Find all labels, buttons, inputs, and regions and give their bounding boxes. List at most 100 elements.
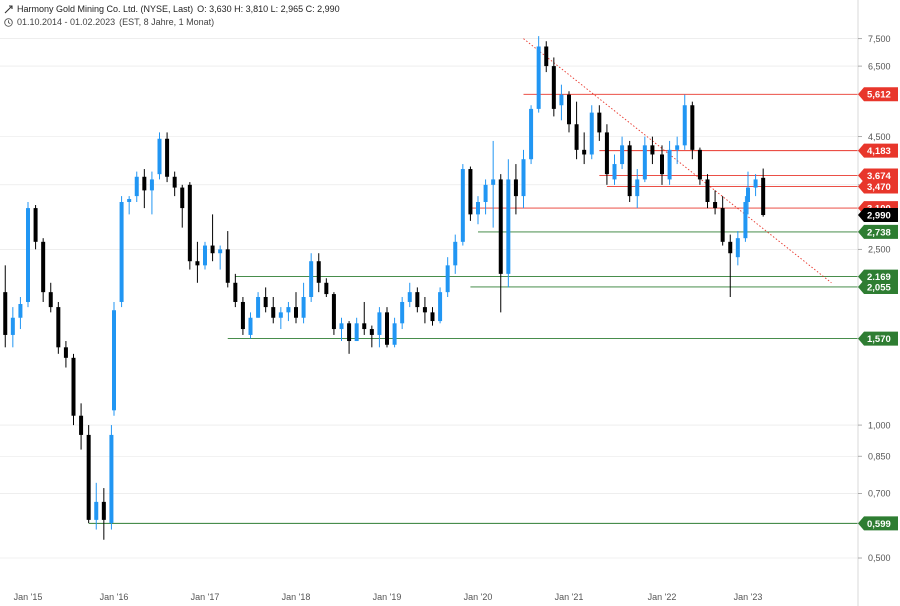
level-tag-bg (858, 143, 898, 158)
candle-body (195, 261, 200, 266)
candle-body (415, 292, 420, 308)
candle-body (720, 208, 725, 242)
candle-body (690, 105, 695, 150)
candle-body (210, 245, 215, 254)
candle-body (660, 154, 664, 175)
y-tick-label: 0,500 (868, 553, 891, 563)
candle-body (377, 312, 382, 335)
level-tag-label: 2,169 (867, 272, 891, 283)
chart-header: Harmony Gold Mining Co. Ltd. (NYSE, Last… (4, 4, 340, 14)
candle-body (761, 177, 766, 216)
candle-body (551, 66, 556, 109)
level-tag-bg (858, 179, 898, 194)
level-tag-bg (858, 279, 898, 294)
x-tick-label: Jan '22 (648, 592, 677, 602)
candle-body (18, 304, 23, 318)
candle-body (127, 199, 132, 203)
candle-body (3, 292, 8, 335)
current-price-tag-label: 2,990 (867, 210, 891, 221)
candle-body (71, 357, 76, 416)
candle-body (682, 105, 687, 146)
candle-body (642, 145, 647, 180)
level-tag-bg (858, 331, 898, 346)
candle-body (225, 249, 230, 283)
x-tick-label: Jan '19 (373, 592, 402, 602)
candle-body (385, 312, 389, 345)
candle-body (41, 241, 46, 293)
candle-body (286, 307, 291, 313)
y-tick-label: 7,500 (868, 34, 891, 44)
current-price-tag-bg (858, 208, 898, 223)
candle-body (109, 434, 114, 524)
level-tag-bg (858, 168, 898, 183)
level-tag-label: 0,599 (867, 519, 891, 530)
candle-body (735, 238, 740, 258)
candle-body (506, 179, 511, 274)
clock-icon (4, 17, 13, 27)
candle-body (218, 249, 223, 254)
candle-body (316, 261, 321, 283)
candle-body (460, 169, 465, 242)
candle-body (180, 187, 185, 209)
level-tag-bg (858, 516, 898, 531)
candle-body (400, 301, 405, 324)
candle-body (362, 323, 367, 330)
candle-body (430, 312, 435, 322)
candle-body (79, 415, 84, 435)
candle-body (26, 208, 30, 302)
candle-body (705, 179, 710, 203)
x-tick-label: Jan '16 (100, 592, 129, 602)
candle-body (713, 202, 718, 209)
level-tag-label: 3,470 (867, 182, 891, 193)
chart-settings-icon[interactable] (4, 4, 13, 14)
candle-body (521, 159, 526, 197)
candle-body (134, 176, 139, 197)
level-tag-label: 4,183 (867, 146, 891, 157)
candle-body (172, 176, 177, 188)
candle-body (119, 202, 124, 302)
candle-body (667, 149, 672, 180)
x-tick-label: Jan '20 (464, 592, 493, 602)
candle-body (33, 208, 38, 242)
candle-body (56, 307, 61, 348)
candle-body (650, 145, 655, 155)
candle-body (263, 296, 268, 308)
candle-body (324, 282, 329, 295)
y-tick-label: 6,500 (868, 61, 891, 71)
candle-body (271, 307, 276, 318)
candle-body (248, 317, 253, 335)
level-layer (88, 93, 858, 524)
candle-body (445, 265, 450, 293)
candle-body (529, 108, 534, 160)
candle-body (476, 202, 480, 215)
candle-body (309, 261, 314, 297)
candle-body (438, 292, 443, 322)
candle-body (347, 323, 352, 342)
candle-body (369, 329, 374, 335)
candle-body (112, 310, 116, 411)
candle-body (746, 187, 750, 203)
x-tick-label: Jan '18 (282, 592, 311, 602)
candle-body (331, 294, 336, 330)
candle-body (574, 124, 579, 150)
chart-title: Harmony Gold Mining Co. Ltd. (NYSE, Last… (17, 4, 194, 14)
level-tag-label: 2,055 (867, 282, 891, 293)
candle-body (187, 184, 192, 262)
candle-body (491, 179, 496, 185)
candle-body (589, 112, 594, 155)
y-tick-label: 0,850 (868, 451, 891, 461)
candle-body (63, 347, 68, 358)
candle-body (468, 169, 473, 215)
candle-body (157, 138, 162, 175)
candle-body (48, 292, 53, 308)
candle-body (728, 241, 733, 254)
candle-body (675, 145, 680, 150)
candle-body (498, 179, 503, 274)
candle-body (536, 46, 541, 109)
candle-body (240, 301, 245, 330)
date-range: 01.10.2014 - 01.02.2023 (17, 17, 116, 27)
candle-body (567, 94, 571, 125)
candle-body (559, 94, 564, 106)
